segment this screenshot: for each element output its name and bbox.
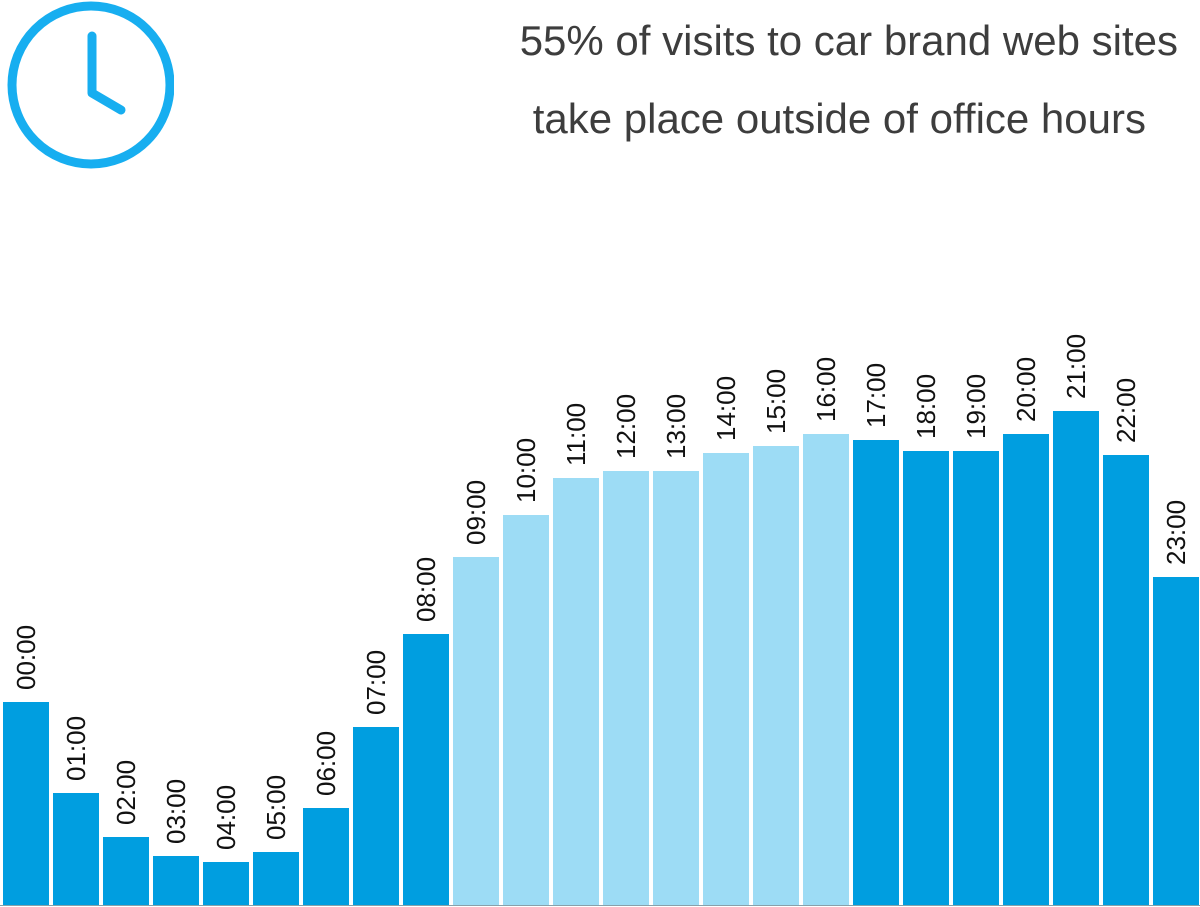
tick-label-04:00: 04:00 <box>211 785 241 850</box>
bar-02:00 <box>103 837 149 905</box>
tick-label-00:00: 00:00 <box>11 625 41 690</box>
tick-label-11:00: 11:00 <box>561 403 591 466</box>
tick-label-22:00: 22:00 <box>1111 378 1141 443</box>
tick-label-05:00: 05:00 <box>261 775 291 840</box>
bar-07:00 <box>353 727 399 905</box>
bar-00:00 <box>3 702 49 905</box>
tick-label-15:00: 15:00 <box>761 369 791 434</box>
tick-label-14:00: 14:00 <box>711 376 741 441</box>
tick-label-19:00: 19:00 <box>961 374 991 439</box>
tick-label-20:00: 20:00 <box>1011 357 1041 422</box>
tick-label-23:00: 23:00 <box>1161 500 1191 565</box>
bar-13:00 <box>653 471 699 905</box>
tick-label-18:00: 18:00 <box>911 374 941 439</box>
tick-label-17:00: 17:00 <box>861 363 891 428</box>
bar-19:00 <box>953 451 999 905</box>
bar-15:00 <box>753 446 799 905</box>
tick-label-01:00: 01:00 <box>61 716 91 781</box>
bar-04:00 <box>203 862 249 905</box>
bar-03:00 <box>153 856 199 905</box>
tick-label-03:00: 03:00 <box>161 779 191 844</box>
bar-23:00 <box>1153 577 1199 905</box>
bar-16:00 <box>803 434 849 905</box>
bar-21:00 <box>1053 411 1099 905</box>
bar-08:00 <box>403 634 449 905</box>
clock-icon <box>4 0 175 170</box>
bar-12:00 <box>603 471 649 905</box>
title-line-2: take place outside of office hours <box>532 95 1146 142</box>
bar-05:00 <box>253 852 299 905</box>
bar-22:00 <box>1103 455 1149 905</box>
tick-label-08:00: 08:00 <box>411 557 441 622</box>
bar-14:00 <box>703 453 749 905</box>
bar-09:00 <box>453 557 499 905</box>
bar-20:00 <box>1003 434 1049 905</box>
tick-label-16:00: 16:00 <box>811 357 841 422</box>
tick-label-12:00: 12:00 <box>611 394 641 459</box>
bar-10:00 <box>503 515 549 905</box>
tick-label-21:00: 21:00 <box>1061 334 1091 399</box>
tick-label-10:00: 10:00 <box>511 438 541 503</box>
bar-18:00 <box>903 451 949 905</box>
bar-11:00 <box>553 478 599 905</box>
tick-label-13:00: 13:00 <box>661 394 691 459</box>
tick-label-06:00: 06:00 <box>311 731 341 796</box>
tick-label-02:00: 02:00 <box>111 760 141 825</box>
bar-17:00 <box>853 440 899 905</box>
bar-06:00 <box>303 808 349 905</box>
tick-label-07:00: 07:00 <box>361 650 391 715</box>
title-line-1: 55% of visits to car brand web sites <box>519 17 1178 64</box>
tick-label-09:00: 09:00 <box>461 480 491 545</box>
bar-01:00 <box>53 793 99 905</box>
